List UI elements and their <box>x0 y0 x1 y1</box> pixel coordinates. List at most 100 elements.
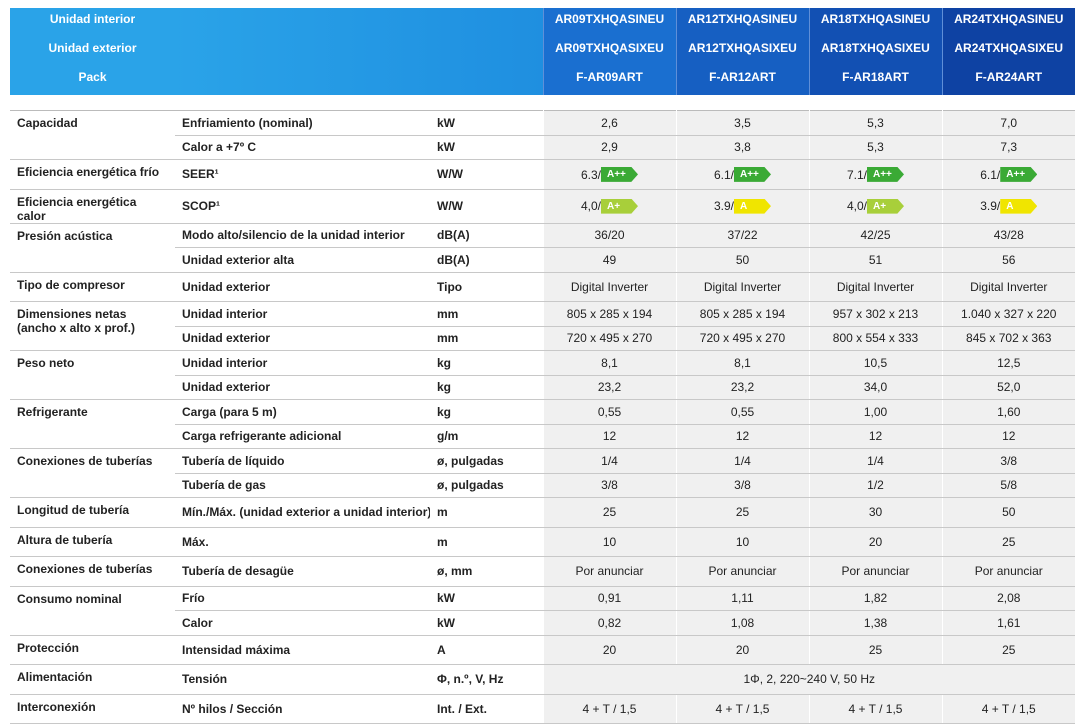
energy-badge: A+ <box>601 198 638 214</box>
value-cell: 1/4 <box>808 448 942 474</box>
unit: ø, pulgadas <box>430 448 543 474</box>
unit: kW <box>430 586 543 611</box>
value: 5,3 <box>867 140 884 155</box>
unit: Tipo <box>430 272 543 302</box>
group-label: Refrigerante <box>10 399 175 449</box>
value-cell: 6.1/A++ <box>675 159 809 190</box>
value: 845 x 702 x 363 <box>966 331 1052 346</box>
value-cell: 34,0 <box>808 375 942 400</box>
value-cell: 25 <box>675 497 809 528</box>
value: 43/28 <box>993 228 1024 243</box>
value-cell: 50 <box>675 247 809 273</box>
value-cell: 1/4 <box>675 448 809 474</box>
spec-row: Longitud de tubería Mín./Máx. (unidad ext… <box>10 497 1075 528</box>
value-cell: Digital Inverter <box>941 272 1075 302</box>
unit: ø, mm <box>430 556 543 587</box>
value: 3/8 <box>601 478 618 493</box>
spec-row: Tipo de compresor Unidad exterior Tipo Digi… <box>10 272 1075 302</box>
model-name: F-AR12ART <box>709 70 776 84</box>
value-cell: Digital Inverter <box>542 272 676 302</box>
value-cell: 10,5 <box>808 350 942 376</box>
value: 25 <box>1002 534 1016 549</box>
value: 1/4 <box>867 453 884 468</box>
value: 3/8 <box>1000 453 1018 468</box>
group-label: Alimentación <box>10 664 175 695</box>
value-cell: 0,82 <box>542 610 676 636</box>
value: 3.9/ <box>980 199 1001 214</box>
energy-badge: A+ <box>867 198 904 214</box>
value: 4 + T / 1,5 <box>715 701 770 716</box>
value: Por anunciar <box>841 564 910 579</box>
value: 20 <box>602 642 617 657</box>
row-label: Intensidad máxima <box>175 635 430 665</box>
spec-row: Capacidad Enfriamiento (nominal) kW 2,6 3,5 5… <box>10 110 1075 160</box>
spec-row: Unidad exterior mm 720 x 495 x 270 720 x 49… <box>10 326 1075 351</box>
value-cell: 6.1/A++ <box>941 159 1075 190</box>
spec-row: Eficiencia energética frío SEER¹ W/W 6.3/A+… <box>10 159 1075 190</box>
value-cell: Digital Inverter <box>808 272 942 302</box>
value: 4 + T / 1,5 <box>848 701 903 716</box>
unit: W/W <box>430 189 543 224</box>
value-cell: 5,3 <box>808 135 942 160</box>
value: 37/22 <box>727 228 758 243</box>
value-cell: 25 <box>808 635 942 665</box>
value-cell: 20 <box>675 635 809 665</box>
value-cell: 1.040 x 327 x 220 <box>941 301 1075 327</box>
header: Unidad interior Unidad exterior Pack AR09T… <box>10 8 1075 95</box>
unit: kg <box>430 375 543 400</box>
value: Digital Inverter <box>570 279 649 294</box>
value: 720 x 495 x 270 <box>699 331 786 346</box>
value: 1/4 <box>734 453 751 468</box>
value: 0,82 <box>597 615 622 630</box>
model-name: AR24TXHQASINEU <box>954 12 1064 26</box>
value-cell: 37/22 <box>675 223 809 248</box>
value: 7,0 <box>1000 115 1018 130</box>
value-cell: 805 x 285 x 194 <box>542 301 676 327</box>
value-cell: 12 <box>808 424 942 449</box>
value-cell: 3,5 <box>675 110 809 136</box>
spec-row: Carga refrigerante adicional g/m 12 12 12 12 <box>10 424 1075 449</box>
row-label: Unidad exterior alta <box>175 247 430 273</box>
value-cell: 10 <box>675 527 809 557</box>
value-cell: 1,60 <box>941 399 1075 425</box>
spec-row: Interconexión Nº hilos / Sección Int. / Ex… <box>10 694 1075 724</box>
value: 4 + T / 1,5 <box>582 701 637 716</box>
spec-table: Capacidad Enfriamiento (nominal) kW 2,6 3,5 5… <box>10 110 1075 724</box>
value: 3.9/ <box>713 199 734 214</box>
unit: mm <box>430 326 543 351</box>
value: 1/4 <box>601 453 618 468</box>
value-cell: 2,08 <box>941 586 1075 611</box>
value: 8,1 <box>734 355 751 370</box>
spec-row: Peso neto Unidad interior kg 8,1 8,1 10,5 12,5 <box>10 350 1075 400</box>
value: 3,5 <box>734 115 751 130</box>
value-cell: 25 <box>542 497 676 528</box>
value-cell: 4 + T / 1,5 <box>808 694 942 724</box>
value: 2,9 <box>601 140 618 155</box>
value: 4 + T / 1,5 <box>981 701 1036 716</box>
value-cell: 51 <box>808 247 942 273</box>
model-name: F-AR18ART <box>842 70 909 84</box>
value-cell: 25 <box>941 635 1075 665</box>
value-cell: 1,00 <box>808 399 942 425</box>
value-cell: 4 + T / 1,5 <box>675 694 809 724</box>
row-label: Calor <box>175 610 430 636</box>
value-cell: 4,0/A+ <box>542 189 676 224</box>
value: 52,0 <box>997 380 1021 395</box>
row-label: Carga (para 5 m) <box>175 399 430 425</box>
value-cell: 8,1 <box>542 350 676 376</box>
value: 50 <box>1002 505 1016 520</box>
model-header: AR12TXHQASINEU AR12TXHQASIXEU F-AR12ART <box>675 8 809 95</box>
value: 1Φ, 2, 220~240 V, 50 Hz <box>743 672 876 687</box>
value: 1/2 <box>867 478 884 493</box>
value: 10 <box>735 534 750 549</box>
value-cell: 0,55 <box>542 399 676 425</box>
group-label: Conexiones de tuberías <box>10 556 175 587</box>
value-cell: 49 <box>542 247 676 273</box>
value-cell: 30 <box>808 497 942 528</box>
unit: m <box>430 497 543 528</box>
value: 5/8 <box>1000 478 1018 493</box>
value: 8,1 <box>601 355 618 370</box>
group-label: Peso neto <box>10 350 175 400</box>
unit: dB(A) <box>430 223 543 248</box>
value-cell: 3,8 <box>675 135 809 160</box>
